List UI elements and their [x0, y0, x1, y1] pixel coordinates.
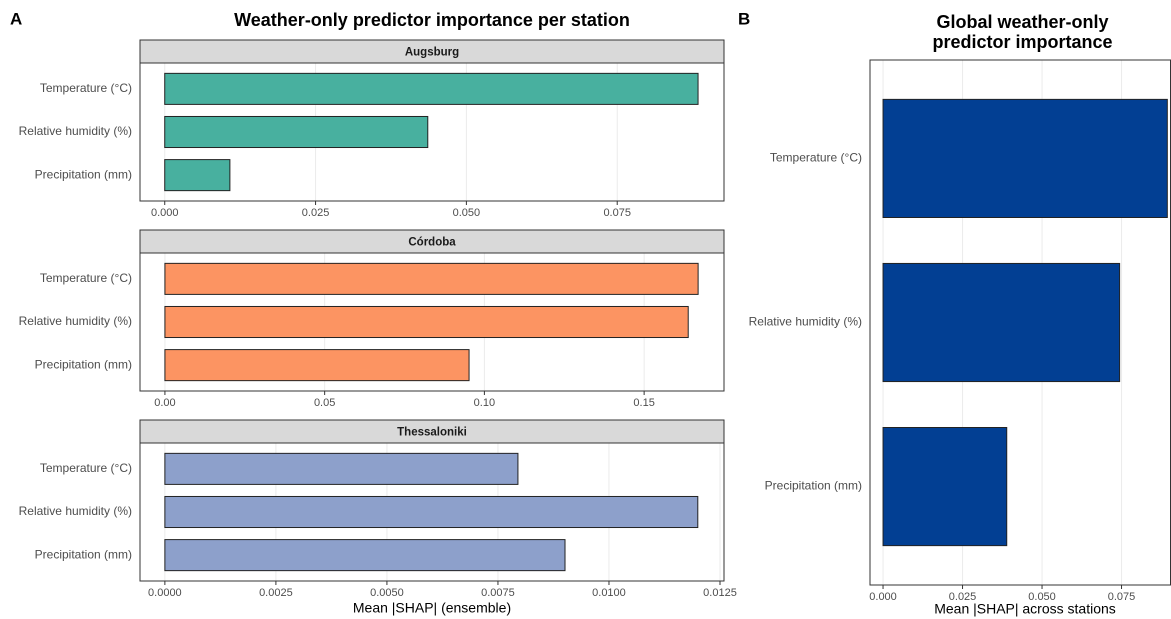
chart-title: Global weather-only predictor importance [932, 12, 1113, 52]
y-tick-label: Relative humidity (%) [19, 504, 132, 518]
bar [164, 159, 231, 192]
y-tick-label: Temperature (°C) [40, 81, 132, 95]
bar [882, 427, 1008, 547]
bar [882, 98, 1168, 218]
y-tick-label: Temperature (°C) [770, 151, 862, 165]
x-tick-label: 0.025 [949, 591, 977, 603]
y-tick-label: Precipitation (mm) [35, 547, 132, 561]
chart-title: Weather-only predictor importance per st… [234, 10, 630, 30]
bar [164, 262, 699, 295]
y-tick-label: Precipitation (mm) [765, 479, 862, 493]
y-tick-label: Relative humidity (%) [749, 315, 862, 329]
strip-label: Córdoba [408, 237, 456, 249]
x-tick-label: 0.050 [1028, 591, 1056, 603]
x-tick-label: 0.025 [302, 207, 330, 219]
x-tick-label: 0.050 [453, 207, 481, 219]
y-tick-label: Relative humidity (%) [19, 124, 132, 138]
x-axis-label: Mean |SHAP| across stations [934, 601, 1116, 617]
x-tick-label: 0.05 [314, 397, 335, 409]
bar [164, 495, 699, 529]
y-tick-label: Precipitation (mm) [35, 167, 132, 181]
x-tick-label: 0.0100 [592, 587, 626, 599]
bar [882, 262, 1121, 383]
x-tick-label: 0.0000 [148, 587, 182, 599]
panel-label: A [10, 9, 22, 28]
panel-border [139, 62, 725, 202]
y-tick-label: Temperature (°C) [40, 271, 132, 285]
bar [164, 539, 566, 572]
y-tick-label: Temperature (°C) [40, 461, 132, 475]
x-tick-label: 0.00 [154, 397, 175, 409]
x-axis-label: Mean |SHAP| (ensemble) [353, 600, 511, 616]
bar [164, 349, 470, 382]
panel-border [139, 252, 725, 392]
y-tick-label: Precipitation (mm) [35, 357, 132, 371]
y-tick-label: Relative humidity (%) [19, 314, 132, 328]
strip-label: Thessaloniki [397, 427, 467, 439]
bar [164, 305, 689, 339]
x-tick-label: 0.0075 [481, 587, 515, 599]
bar [164, 72, 699, 105]
x-tick-label: 0.0125 [703, 587, 737, 599]
x-tick-label: 0.000 [869, 591, 897, 603]
x-tick-label: 0.0050 [370, 587, 404, 599]
strip-label: Augsburg [405, 47, 459, 59]
bar [164, 115, 429, 149]
x-tick-label: 0.075 [603, 207, 631, 219]
x-tick-label: 0.075 [1108, 591, 1136, 603]
x-tick-label: 0.0025 [259, 587, 293, 599]
panel-border [139, 442, 725, 582]
bar [164, 452, 519, 485]
panel-label: B [738, 9, 750, 28]
x-tick-label: 0.10 [474, 397, 495, 409]
x-tick-label: 0.15 [633, 397, 654, 409]
x-tick-label: 0.000 [151, 207, 179, 219]
